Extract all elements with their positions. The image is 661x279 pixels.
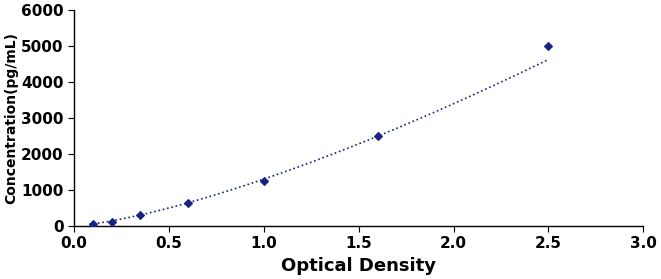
Y-axis label: Concentration(pg/mL): Concentration(pg/mL) bbox=[4, 32, 18, 204]
X-axis label: Optical Density: Optical Density bbox=[281, 257, 436, 275]
